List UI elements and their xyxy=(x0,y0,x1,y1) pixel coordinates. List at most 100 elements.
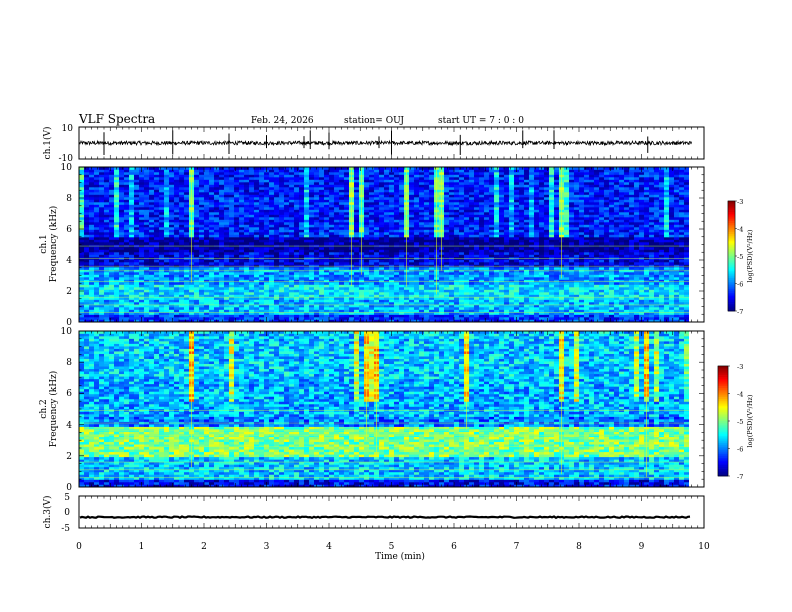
spectrogram-cell xyxy=(159,314,165,318)
spectrogram-cell xyxy=(409,227,415,230)
spectrogram-cell xyxy=(184,299,190,303)
spectrogram-cell xyxy=(359,314,365,318)
spectrogram-cell xyxy=(129,279,135,283)
spectrogram-cell xyxy=(574,312,580,315)
spectrogram-cell xyxy=(629,274,635,278)
spectrogram-cell xyxy=(294,292,300,295)
spectrogram-cell xyxy=(244,239,250,243)
spectrogram-cell xyxy=(514,284,520,288)
spectrogram-cell xyxy=(624,247,630,250)
spectrogram-cell xyxy=(609,237,615,240)
spectrogram-cell xyxy=(464,294,470,298)
spectrogram-cell xyxy=(429,307,435,310)
spectrogram-cell xyxy=(164,232,170,235)
spectrogram-cell xyxy=(159,292,165,295)
spectrogram-cell xyxy=(619,277,625,280)
spectrogram-cell xyxy=(614,309,620,313)
spectrogram-cell xyxy=(159,309,165,313)
spectrogram-cell xyxy=(624,277,630,280)
spectrogram-cell xyxy=(484,297,490,300)
spectrogram-cell xyxy=(679,272,685,275)
spectrogram-cell xyxy=(309,227,315,230)
spectrogram-cell xyxy=(464,259,470,263)
spectrogram-cell xyxy=(219,249,225,253)
spectrogram-cell xyxy=(644,234,650,238)
spectrogram-cell xyxy=(119,319,125,323)
spectrogram-cell xyxy=(439,279,445,283)
spectrogram-cell xyxy=(584,259,590,263)
spectrogram-cell xyxy=(379,284,385,288)
spectrogram-cell xyxy=(159,319,165,323)
spectrogram-cell xyxy=(499,254,505,258)
spectrogram-cell xyxy=(559,289,565,293)
spectrogram-cell xyxy=(539,277,545,280)
spectrogram-cell xyxy=(374,299,380,303)
spectrogram-cell xyxy=(104,262,110,265)
spectrogram-cell xyxy=(589,247,595,250)
spectrogram-cell xyxy=(234,234,240,238)
spectrogram-cell xyxy=(199,237,205,240)
spectrogram-cell xyxy=(684,294,690,298)
spectrogram-cell xyxy=(314,234,320,238)
spectrogram-cell xyxy=(584,299,590,303)
spectrogram-cell xyxy=(684,264,690,268)
spectrogram-cell xyxy=(664,277,670,280)
spectrogram-cell xyxy=(674,309,680,313)
spectrogram-cell xyxy=(549,304,555,308)
spectrogram-cell xyxy=(224,277,230,280)
spectrogram-cell xyxy=(414,237,420,240)
spectrogram-cell xyxy=(339,229,345,233)
spectrogram-cell xyxy=(334,289,340,293)
spectrogram-cell xyxy=(239,242,245,245)
spectrogram-cell xyxy=(224,252,230,255)
spectrogram-cell xyxy=(594,319,600,323)
spectrogram-cell xyxy=(589,287,595,290)
spectrogram-cell xyxy=(264,229,270,233)
spectrogram-cell xyxy=(289,262,295,265)
spectrogram-cell xyxy=(359,284,365,288)
spectrogram-cell xyxy=(529,282,535,285)
spectrogram-cell xyxy=(344,247,350,250)
spectrogram-cell xyxy=(419,249,425,253)
spectrogram-cell xyxy=(479,249,485,253)
spectrogram-cell xyxy=(119,272,125,275)
spectrogram-cell xyxy=(429,249,435,253)
spectrogram-cell xyxy=(129,304,135,308)
spectrogram-cell xyxy=(254,242,260,245)
spectrogram-cell xyxy=(334,242,340,245)
spectrogram-cell xyxy=(299,262,305,265)
spectrogram-cell xyxy=(484,319,490,323)
spectrogram-cell xyxy=(629,224,635,228)
spectrogram-cell xyxy=(564,309,570,313)
spectrogram-cell xyxy=(219,227,225,230)
spectrogram-cell xyxy=(644,297,650,300)
spectrogram-cell xyxy=(194,237,200,240)
spectrogram-cell xyxy=(464,312,470,315)
spectrogram-cell xyxy=(554,284,560,288)
spectrogram-cell xyxy=(429,229,435,233)
spectrogram-cell xyxy=(124,282,130,285)
spectrogram-cell xyxy=(304,267,310,270)
spectrogram-cell xyxy=(479,289,485,293)
spectrogram-cell xyxy=(239,227,245,230)
spectrogram-cell xyxy=(569,227,575,230)
spectrogram-cell xyxy=(259,292,265,295)
spectrogram-cell xyxy=(589,304,595,308)
spectrogram-cell xyxy=(454,247,460,250)
spectrogram-cell xyxy=(299,284,305,288)
spectrogram-cell xyxy=(594,242,600,245)
spectrogram-cell xyxy=(319,319,325,323)
spectrogram-cell xyxy=(89,299,95,303)
spectrogram-cell xyxy=(449,279,455,283)
spectrogram-cell xyxy=(519,254,525,258)
spectrogram-cell xyxy=(414,287,420,290)
spectrogram-cell xyxy=(144,309,150,313)
spectrogram-cell xyxy=(104,224,110,228)
spectrogram-cell xyxy=(659,249,665,253)
spectrogram-cell xyxy=(559,277,565,280)
spectrogram-cell xyxy=(174,307,180,310)
spectrogram-cell xyxy=(604,294,610,298)
spectrogram-cell xyxy=(414,239,420,243)
spectrogram-cell xyxy=(249,224,255,228)
spectrogram-cell xyxy=(449,262,455,265)
